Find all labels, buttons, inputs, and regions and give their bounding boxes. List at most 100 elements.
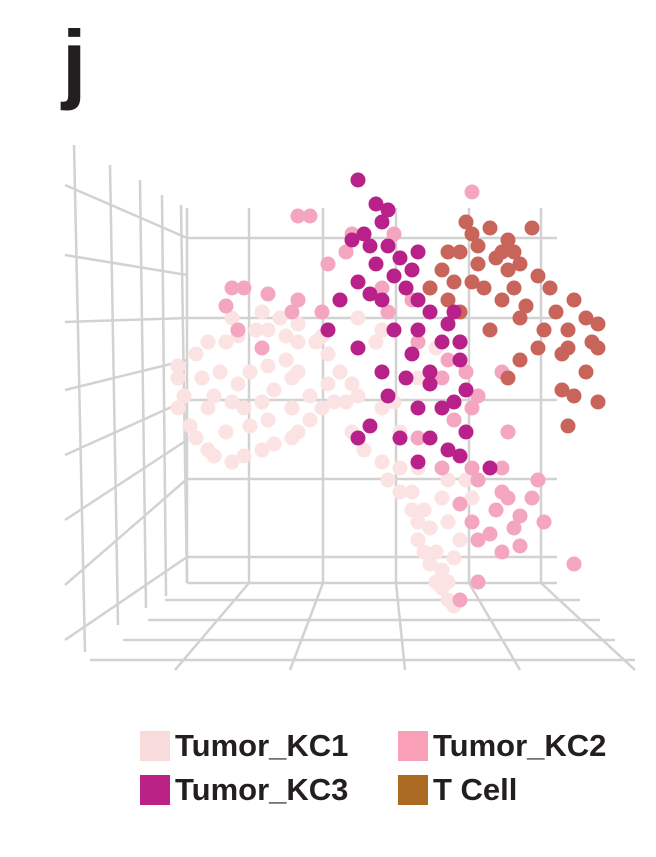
- legend-item-tumor-kc1: Tumor_KC1: [140, 728, 348, 764]
- data-point: [500, 262, 516, 278]
- legend-item-t-cell: T Cell: [398, 772, 517, 808]
- data-point: [470, 574, 486, 590]
- data-point: [434, 370, 450, 386]
- data-point: [446, 304, 462, 320]
- data-point: [434, 334, 450, 350]
- data-point: [200, 400, 216, 416]
- data-point: [512, 538, 528, 554]
- data-point: [500, 232, 516, 248]
- data-point: [464, 184, 480, 200]
- data-point: [290, 208, 306, 224]
- data-point: [320, 346, 336, 362]
- data-point: [554, 346, 570, 362]
- data-point: [578, 310, 594, 326]
- data-point: [248, 322, 264, 338]
- data-point: [410, 430, 426, 446]
- data-point: [236, 400, 252, 416]
- data-point: [392, 484, 408, 500]
- data-point: [374, 454, 390, 470]
- data-point: [386, 322, 402, 338]
- data-point: [452, 448, 468, 464]
- data-point: [464, 460, 480, 476]
- data-point: [530, 268, 546, 284]
- legend-swatch: [140, 775, 170, 805]
- data-point: [212, 364, 228, 380]
- series-tumor-kc1: [170, 304, 480, 614]
- data-point: [224, 280, 240, 296]
- data-point: [284, 304, 300, 320]
- legend-swatch: [398, 731, 428, 761]
- data-point: [200, 334, 216, 350]
- data-point: [524, 490, 540, 506]
- data-point: [338, 244, 354, 260]
- data-point: [362, 286, 378, 302]
- data-point: [470, 238, 486, 254]
- data-point: [302, 388, 318, 404]
- data-point: [254, 394, 270, 410]
- data-point: [440, 292, 456, 308]
- data-point: [458, 382, 474, 398]
- data-point: [350, 172, 366, 188]
- data-point: [452, 532, 468, 548]
- data-point: [590, 340, 606, 356]
- data-point: [416, 544, 432, 560]
- data-point: [176, 388, 192, 404]
- data-point: [404, 502, 420, 518]
- grid-line-left-horizontal: [64, 253, 188, 277]
- data-point: [170, 358, 186, 374]
- data-point: [242, 364, 258, 380]
- data-point: [434, 490, 450, 506]
- data-point: [482, 460, 498, 476]
- data-point: [350, 310, 366, 326]
- data-point: [440, 472, 456, 488]
- 3d-grid: [64, 144, 636, 671]
- data-point: [374, 280, 390, 296]
- data-point: [260, 412, 276, 428]
- data-point: [326, 394, 342, 410]
- data-point: [464, 490, 480, 506]
- data-point: [404, 262, 420, 278]
- data-point: [464, 514, 480, 530]
- grid-line-left-vertical: [138, 179, 148, 609]
- data-point: [320, 256, 336, 272]
- data-point: [548, 304, 564, 320]
- data-point: [206, 448, 222, 464]
- data-point: [500, 370, 516, 386]
- data-point: [440, 352, 456, 368]
- data-point: [290, 334, 306, 350]
- data-point: [392, 460, 408, 476]
- data-point: [530, 472, 546, 488]
- data-point: [362, 418, 378, 434]
- data-point: [458, 214, 474, 230]
- data-point: [434, 562, 450, 578]
- data-point: [380, 202, 396, 218]
- data-point: [410, 400, 426, 416]
- data-point: [500, 490, 516, 506]
- grid-line-floor-depth: [288, 582, 325, 671]
- data-point: [218, 298, 234, 314]
- data-point: [230, 322, 246, 338]
- data-point: [386, 268, 402, 284]
- grid-line-left-horizontal: [64, 316, 188, 324]
- data-point: [494, 460, 510, 476]
- data-point: [578, 364, 594, 380]
- data-point: [464, 274, 480, 290]
- data-point: [422, 364, 438, 380]
- data-point: [470, 256, 486, 272]
- data-point: [302, 412, 318, 428]
- data-point: [494, 544, 510, 560]
- data-point: [254, 304, 270, 320]
- data-point: [440, 442, 456, 458]
- data-point: [404, 346, 420, 362]
- data-point: [488, 250, 504, 266]
- data-point: [464, 400, 480, 416]
- data-point: [362, 238, 378, 254]
- data-point: [536, 322, 552, 338]
- data-point: [278, 352, 294, 368]
- data-point: [422, 430, 438, 446]
- data-point: [476, 280, 492, 296]
- data-point: [194, 370, 210, 386]
- data-point: [374, 292, 390, 308]
- data-point: [422, 376, 438, 392]
